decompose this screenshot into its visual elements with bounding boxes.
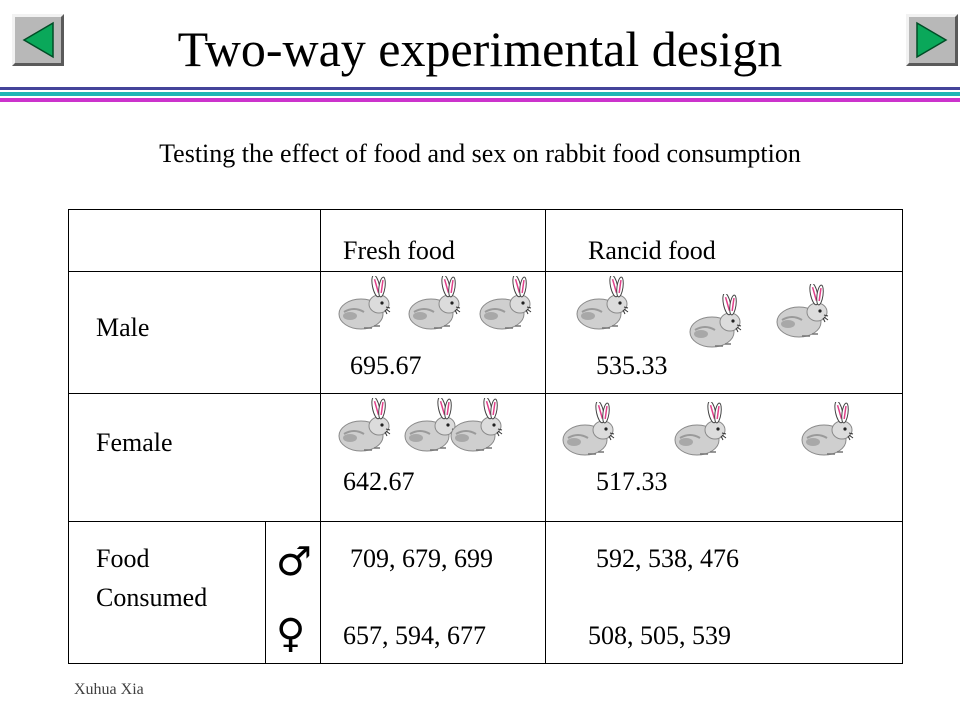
rabbit-icon	[572, 274, 636, 336]
consumed-label-line2: Consumed	[96, 583, 208, 612]
female-rancid-mean: 517.33	[596, 467, 668, 496]
rabbit-icon	[400, 396, 464, 458]
male-fresh-mean: 695.67	[350, 351, 422, 380]
rabbit-icon	[475, 274, 539, 336]
female-fresh-mean: 642.67	[343, 467, 415, 496]
rabbit-icon	[558, 400, 622, 462]
female-symbol-icon: ♀	[276, 611, 306, 657]
row-label-female: Female	[96, 428, 173, 457]
footer-author: Xuhua Xia	[74, 681, 144, 698]
male-rancid-values: 592, 538, 476	[596, 544, 739, 573]
right-arrow-icon	[916, 21, 948, 59]
female-fresh-values: 657, 594, 677	[343, 621, 486, 650]
previous-slide-button[interactable]	[12, 14, 64, 66]
next-slide-button[interactable]	[906, 14, 958, 66]
row-label-male: Male	[96, 313, 150, 342]
column-header-fresh: Fresh food	[343, 236, 455, 265]
column-header-rancid: Rancid food	[588, 236, 716, 265]
rabbit-icon	[685, 292, 749, 354]
consumed-label-line1: Food	[96, 544, 150, 573]
slide-title: Two-way experimental design	[177, 21, 783, 77]
left-arrow-icon	[22, 21, 54, 59]
rabbit-icon	[772, 282, 836, 344]
rabbit-icon	[797, 400, 861, 462]
rabbit-icon	[334, 274, 398, 336]
slide-subtitle: Testing the effect of food and sex on ra…	[159, 139, 801, 168]
rabbit-icon	[446, 396, 510, 458]
rabbit-icon	[334, 396, 398, 458]
male-fresh-values: 709, 679, 699	[350, 544, 493, 573]
female-rancid-values: 508, 505, 539	[588, 621, 731, 650]
male-rancid-mean: 535.33	[596, 351, 668, 380]
male-symbol-icon: ♂	[276, 539, 312, 585]
rabbit-icon	[670, 400, 734, 462]
rabbit-icon	[404, 274, 468, 336]
